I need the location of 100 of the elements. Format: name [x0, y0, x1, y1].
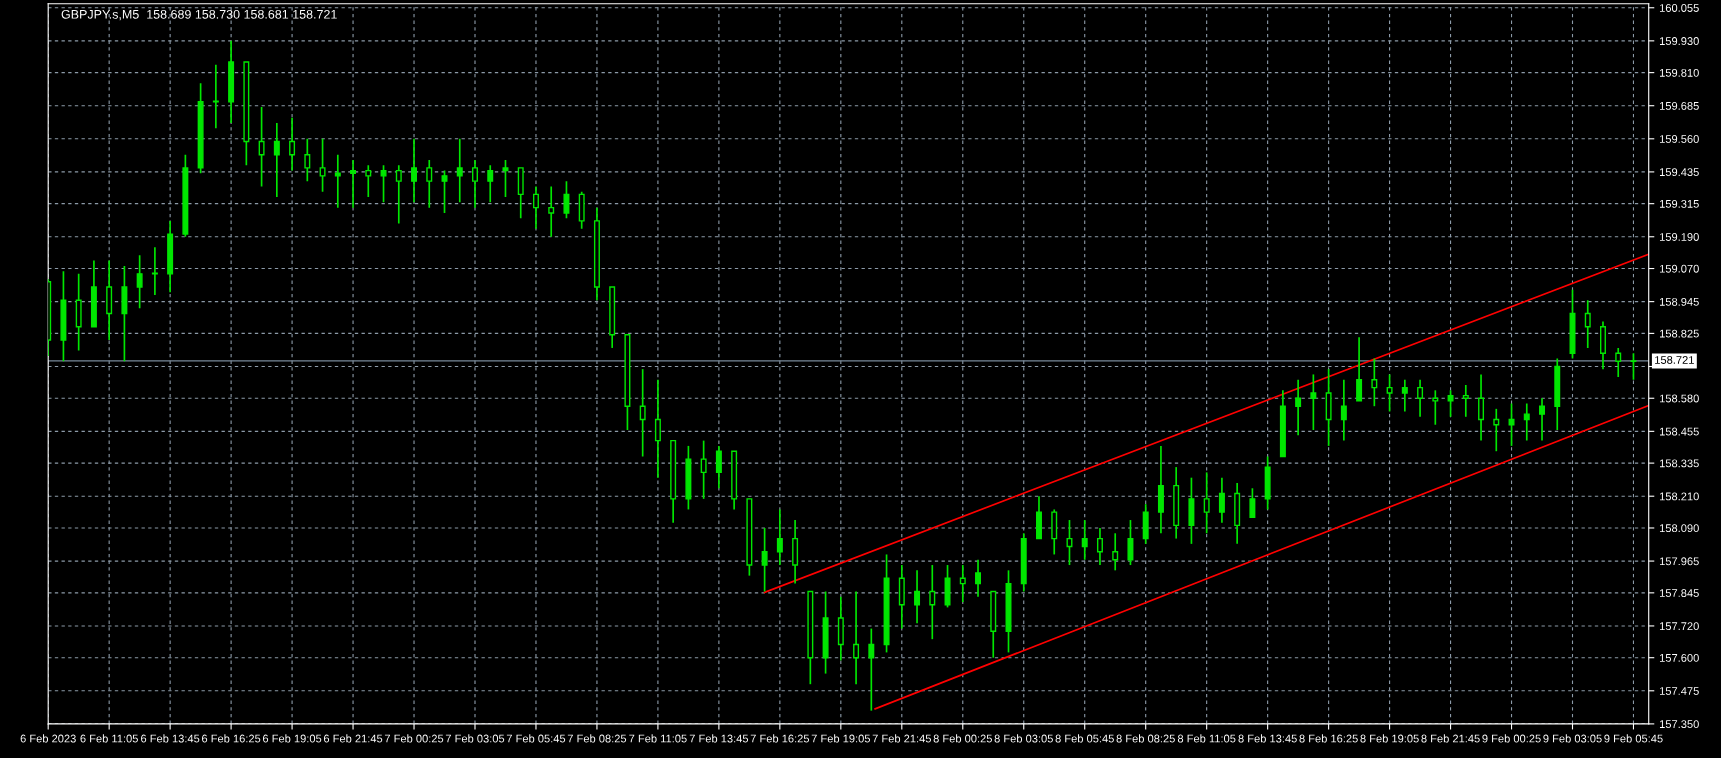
x-tick-label: 8 Feb 08:25 — [1116, 734, 1175, 743]
y-tick-label: 158.825 — [1659, 329, 1699, 338]
y-tick-label: 157.475 — [1659, 687, 1699, 695]
candlestick — [426, 159, 433, 209]
y-tick-label: 158.945 — [1659, 297, 1699, 306]
x-tick-label: 6 Feb 21:45 — [323, 734, 383, 743]
y-tick-label: 160.055 — [1659, 4, 1699, 12]
candlestick — [1615, 347, 1622, 378]
y-tick-label: 157.720 — [1659, 622, 1699, 631]
x-tick-label: 7 Feb 08:25 — [567, 734, 627, 743]
candlestick — [1356, 336, 1363, 402]
candlestick — [853, 590, 860, 686]
x-tick-label: 7 Feb 21:45 — [872, 734, 931, 743]
candlestick — [472, 159, 478, 209]
candlestick — [289, 116, 296, 172]
y-tick-label: 159.435 — [1659, 168, 1699, 177]
candlestick — [1081, 519, 1088, 561]
x-tick-label: 8 Feb 00:25 — [933, 734, 992, 743]
candlestick — [1096, 527, 1103, 566]
candlestick — [1218, 476, 1225, 524]
candlestick — [502, 159, 509, 198]
y-tick-label: 158.335 — [1659, 459, 1699, 468]
candlestick — [548, 185, 555, 238]
x-tick-label: 9 Feb 05:45 — [1604, 734, 1663, 743]
candlestick — [639, 368, 646, 458]
y-tick-label: 159.315 — [1659, 199, 1699, 208]
candlestick — [761, 527, 768, 593]
x-tick-label: 6 Feb 13:45 — [141, 734, 200, 743]
candlestick — [1478, 373, 1485, 442]
candlestick — [1493, 408, 1500, 453]
candlestick — [1630, 352, 1637, 381]
x-tick-label: 9 Feb 00:25 — [1482, 734, 1541, 743]
x-tick-label: 7 Feb 03:05 — [445, 734, 505, 743]
candlestick — [1462, 384, 1469, 418]
candlestick — [1447, 389, 1454, 418]
x-tick-label: 8 Feb 16:25 — [1299, 734, 1358, 743]
candlestick — [1539, 397, 1545, 442]
candlestick — [1523, 402, 1530, 442]
y-tick-label: 159.560 — [1659, 135, 1699, 143]
candlestick — [868, 627, 875, 712]
y-tick-label: 158.580 — [1659, 394, 1699, 403]
candlestick — [1401, 378, 1408, 413]
candlestick — [441, 169, 448, 214]
candlestick — [1340, 378, 1347, 442]
candlestick — [365, 164, 372, 198]
x-tick-label: 7 Feb 16:25 — [750, 734, 810, 743]
x-tick-label: 7 Feb 11:05 — [629, 734, 687, 743]
candlestick — [319, 137, 326, 193]
candlestick — [1203, 471, 1210, 535]
candlestick — [1584, 299, 1591, 349]
candlestick — [456, 137, 463, 204]
candlestick — [776, 508, 783, 566]
x-tick-label: 9 Feb 03:05 — [1543, 734, 1602, 743]
candlestick — [563, 180, 570, 220]
candlestick — [929, 564, 936, 641]
y-tick-label: 159.070 — [1659, 264, 1699, 273]
candlestick — [1417, 378, 1424, 418]
y-tick-label: 158.090 — [1659, 524, 1699, 533]
candlestick — [532, 185, 539, 230]
y-tick-label: 159.930 — [1659, 37, 1699, 45]
candlestick — [975, 558, 982, 598]
candlestick — [1386, 373, 1393, 413]
candlestick — [700, 439, 707, 500]
candlestick — [1066, 519, 1073, 566]
x-tick-label: 8 Feb 21:45 — [1421, 734, 1480, 743]
y-tick-label: 158.455 — [1659, 427, 1699, 436]
y-tick-label: 157.600 — [1659, 653, 1699, 662]
y-tick-label: 157.350 — [1659, 720, 1699, 729]
y-tick-label: 159.190 — [1659, 233, 1699, 241]
y-tick-label: 159.685 — [1659, 101, 1699, 110]
x-tick-label: 7 Feb 19:05 — [811, 734, 871, 743]
chart-title: GBPJPY.s,M5 158.689 158.730 158.681 158.721 — [61, 9, 337, 21]
x-tick-label: 6 Feb 19:05 — [262, 734, 322, 743]
candlestick — [273, 122, 280, 198]
x-tick-label: 8 Feb 19:05 — [1360, 734, 1419, 743]
candlestick — [304, 137, 311, 183]
candlestick — [136, 254, 143, 310]
candlestick — [1112, 532, 1119, 572]
x-tick-label: 8 Feb 13:45 — [1238, 734, 1297, 743]
candlestick — [258, 106, 265, 188]
ref-line-label: 158.721 — [1655, 356, 1694, 364]
y-tick-label: 157.845 — [1659, 589, 1699, 597]
candlestick — [1295, 378, 1302, 437]
candlestick — [1432, 389, 1439, 426]
candlestick — [350, 159, 357, 209]
candlestick — [1310, 373, 1317, 431]
x-tick-label: 8 Feb 11:05 — [1177, 734, 1236, 743]
candlestick — [395, 164, 402, 225]
x-tick-label: 7 Feb 00:25 — [384, 734, 444, 743]
candlestick — [959, 564, 966, 603]
x-tick-label: 6 Feb 16:25 — [202, 734, 261, 743]
x-tick-label: 6 Feb 11:05 — [80, 734, 138, 743]
candlestick — [1127, 519, 1134, 566]
candlestick — [380, 164, 387, 204]
candlestick — [654, 378, 661, 479]
candlestick — [1249, 487, 1256, 519]
x-tick-label: 7 Feb 13:45 — [689, 734, 749, 743]
candlestick — [334, 153, 341, 209]
candlestick — [151, 246, 158, 296]
x-tick-label: 7 Feb 05:45 — [506, 734, 566, 743]
